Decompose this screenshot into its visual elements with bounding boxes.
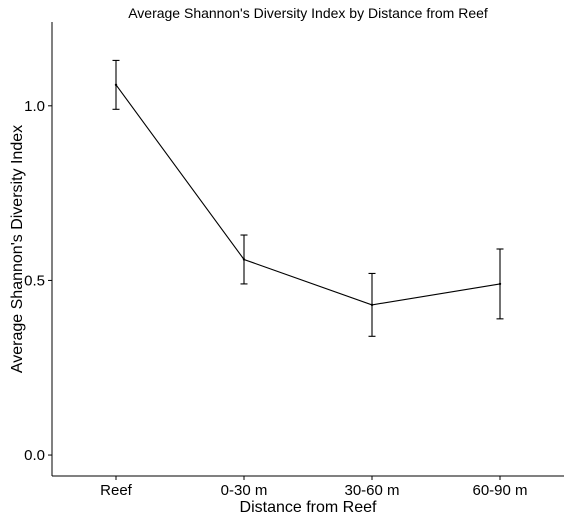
data-point — [498, 282, 502, 286]
data-point — [370, 303, 374, 307]
series-group — [112, 59, 504, 337]
y-axis-ticks: 0.0 0.5 1.0 — [24, 98, 52, 464]
data-point — [242, 258, 246, 261]
y-tick-label: 0.0 — [24, 447, 45, 464]
chart-title: Average Shannon's Diversity Index by Dis… — [128, 5, 488, 21]
x-tick-label: 60-90 m — [472, 482, 527, 499]
x-tick-label: 0-30 m — [221, 482, 268, 499]
series-line — [115, 84, 501, 306]
data-point — [114, 83, 118, 87]
y-axis-title: Average Shannon's Diversity Index — [9, 125, 26, 373]
x-tick-label: Reef — [100, 482, 133, 499]
x-axis-title: Distance from Reef — [240, 499, 377, 516]
x-tick-label: 30-60 m — [344, 482, 399, 499]
y-tick-label: 1.0 — [24, 98, 45, 115]
y-tick-label: 0.5 — [24, 272, 45, 289]
x-axis-ticks: Reef 0-30 m 30-60 m 60-90 m — [100, 476, 528, 499]
